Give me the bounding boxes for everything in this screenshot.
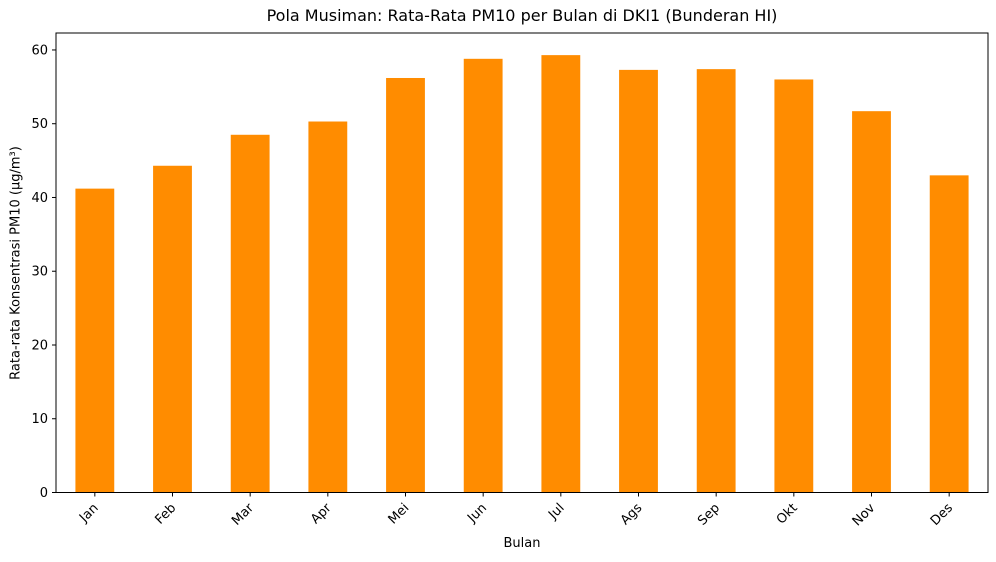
x-tick-label: Sep [695,501,723,529]
x-tick-label: Jul [545,501,567,523]
axes-frame [55,32,989,493]
bar-sep [696,69,736,493]
bar-mar [230,134,270,493]
bar-apr [308,121,348,493]
bar-mei [386,77,425,493]
bar-jul [541,55,581,493]
x-tick-label: Mei [386,501,413,528]
y-tick-label: 50 [31,117,48,132]
bar-feb [153,165,192,493]
x-tick-label: Jan [76,501,101,526]
x-tick-label: Feb [152,501,179,528]
x-tick-label: Jun [464,501,490,527]
x-axis-label: Bulan [503,536,541,551]
y-tick-label: 20 [31,338,48,353]
y-tick-label: 60 [31,43,48,58]
y-tick-label: 30 [31,265,48,280]
chart-title: Pola Musiman: Rata-Rata PM10 per Bulan d… [266,6,778,25]
y-tick-label: 10 [31,412,48,427]
x-tick-label: Apr [308,500,335,527]
bar-ags [619,69,658,493]
x-tick-label: Nov [850,501,879,530]
y-tick-label: 40 [31,191,48,206]
y-tick-label: 0 [40,486,48,501]
x-tick-label: Ags [618,501,646,529]
bar-nov [852,111,891,493]
x-tick-label: Mar [229,500,257,528]
x-tick-label: Okt [774,501,801,528]
bar-okt [774,79,814,493]
bar-jan [75,188,115,493]
bar-jun [463,58,503,493]
x-tick-label: Des [928,501,956,529]
bar-des [929,175,969,493]
